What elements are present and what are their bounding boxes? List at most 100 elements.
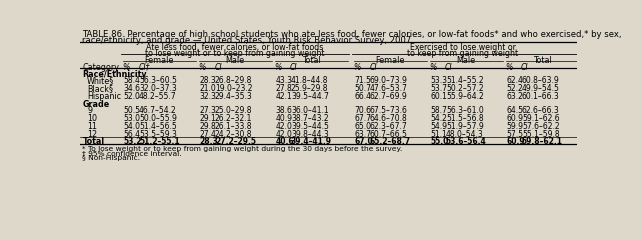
Text: 47.6–53.7: 47.6–53.7 bbox=[370, 84, 408, 93]
Text: 28.3: 28.3 bbox=[199, 138, 218, 146]
Text: 66.4: 66.4 bbox=[354, 92, 372, 101]
Text: 25.9–29.8: 25.9–29.8 bbox=[291, 84, 328, 93]
Text: 51.5–56.8: 51.5–56.8 bbox=[446, 114, 483, 123]
Text: 39.5–44.7: 39.5–44.7 bbox=[291, 92, 329, 101]
Text: 29.4–35.3: 29.4–35.3 bbox=[215, 92, 253, 101]
Text: 28.3: 28.3 bbox=[199, 76, 216, 85]
Text: 53.2: 53.2 bbox=[124, 138, 142, 146]
Text: 65.0: 65.0 bbox=[354, 122, 372, 131]
Text: * To lose weight or to keep from gaining weight during the 30 days before the su: * To lose weight or to keep from gaining… bbox=[83, 146, 403, 152]
Text: 40.6: 40.6 bbox=[276, 138, 294, 146]
Text: 56.3–61.0: 56.3–61.0 bbox=[446, 106, 484, 115]
Text: 60.7–66.5: 60.7–66.5 bbox=[370, 130, 408, 139]
Text: 11: 11 bbox=[87, 122, 97, 131]
Text: 50.0–55.9: 50.0–55.9 bbox=[139, 114, 177, 123]
Text: 62.3–67.7: 62.3–67.7 bbox=[370, 122, 408, 131]
Text: 34.6: 34.6 bbox=[124, 84, 140, 93]
Text: 58.4: 58.4 bbox=[124, 76, 140, 85]
Text: 32.3: 32.3 bbox=[199, 92, 217, 101]
Text: 53.5–59.3: 53.5–59.3 bbox=[139, 130, 177, 139]
Text: TABLE 86. Percentage of high school students who ate less food, fewer calories, : TABLE 86. Percentage of high school stud… bbox=[83, 30, 622, 39]
Text: 9: 9 bbox=[87, 106, 92, 115]
Text: 51.2–55.1: 51.2–55.1 bbox=[139, 138, 179, 146]
Text: Ate less food, fewer calories, or low-fat foods: Ate less food, fewer calories, or low-fa… bbox=[146, 43, 324, 52]
Text: 51.1: 51.1 bbox=[430, 130, 447, 139]
Text: 62.6–66.3: 62.6–66.3 bbox=[522, 106, 560, 115]
Text: 39.4–41.9: 39.4–41.9 bbox=[291, 138, 332, 146]
Text: 55.1–59.8: 55.1–59.8 bbox=[522, 130, 560, 139]
Text: 71.5: 71.5 bbox=[354, 76, 371, 85]
Text: 53.0: 53.0 bbox=[124, 114, 140, 123]
Text: %: % bbox=[199, 63, 206, 72]
Text: 27.8: 27.8 bbox=[276, 84, 292, 93]
Text: 50.2–57.2: 50.2–57.2 bbox=[446, 84, 483, 93]
Text: 43.3: 43.3 bbox=[276, 76, 292, 85]
Text: %: % bbox=[122, 63, 130, 72]
Text: Male: Male bbox=[226, 56, 245, 65]
Text: 64.6–70.8: 64.6–70.8 bbox=[370, 114, 408, 123]
Text: 56.3–60.5: 56.3–60.5 bbox=[139, 76, 177, 85]
Text: Race/Ethnicity: Race/Ethnicity bbox=[83, 70, 147, 79]
Text: 48.2–55.7: 48.2–55.7 bbox=[139, 92, 177, 101]
Text: 60.9: 60.9 bbox=[506, 114, 523, 123]
Text: 59.1–62.6: 59.1–62.6 bbox=[522, 114, 560, 123]
Text: Category: Category bbox=[83, 63, 119, 72]
Text: 50.7: 50.7 bbox=[354, 84, 372, 93]
Text: 59.8–62.1: 59.8–62.1 bbox=[522, 138, 563, 146]
Text: 53.6–56.4: 53.6–56.4 bbox=[446, 138, 487, 146]
Text: 60.1: 60.1 bbox=[430, 92, 447, 101]
Text: 55.0: 55.0 bbox=[430, 138, 449, 146]
Text: 25.0–29.8: 25.0–29.8 bbox=[215, 106, 253, 115]
Text: 54.0: 54.0 bbox=[124, 122, 140, 131]
Text: 32.0–37.3: 32.0–37.3 bbox=[139, 84, 177, 93]
Text: Black§: Black§ bbox=[87, 84, 113, 93]
Text: race/ethnicity, and grade — United States, Youth Risk Behavior Survey, 2007: race/ethnicity, and grade — United State… bbox=[83, 36, 412, 45]
Text: 21.0: 21.0 bbox=[199, 84, 216, 93]
Text: CI: CI bbox=[445, 63, 453, 72]
Text: 60.1–66.3: 60.1–66.3 bbox=[522, 92, 560, 101]
Text: 65.2–68.7: 65.2–68.7 bbox=[370, 138, 411, 146]
Text: 46.7–54.2: 46.7–54.2 bbox=[139, 106, 177, 115]
Text: 29.1: 29.1 bbox=[199, 114, 216, 123]
Text: 51.4–56.5: 51.4–56.5 bbox=[139, 122, 177, 131]
Text: %: % bbox=[506, 63, 513, 72]
Text: 27.4: 27.4 bbox=[199, 130, 217, 139]
Text: 19.0–23.2: 19.0–23.2 bbox=[215, 84, 253, 93]
Text: 55.9–64.2: 55.9–64.2 bbox=[446, 92, 484, 101]
Text: 42.1: 42.1 bbox=[276, 92, 292, 101]
Text: Total: Total bbox=[83, 138, 104, 146]
Text: 54.9: 54.9 bbox=[430, 122, 447, 131]
Text: %: % bbox=[429, 63, 437, 72]
Text: 27.3: 27.3 bbox=[199, 106, 217, 115]
Text: 26.8–29.8: 26.8–29.8 bbox=[215, 76, 253, 85]
Text: 39.5–44.5: 39.5–44.5 bbox=[291, 122, 329, 131]
Text: CI†: CI† bbox=[138, 63, 150, 72]
Text: to keep from gaining weight: to keep from gaining weight bbox=[408, 49, 519, 58]
Text: 57.6–62.2: 57.6–62.2 bbox=[522, 122, 560, 131]
Text: 62.4: 62.4 bbox=[506, 76, 523, 85]
Text: Total: Total bbox=[302, 56, 320, 65]
Text: Grade: Grade bbox=[83, 100, 110, 109]
Text: § Non-Hispanic.: § Non-Hispanic. bbox=[83, 155, 140, 161]
Text: 36.0–41.1: 36.0–41.1 bbox=[291, 106, 329, 115]
Text: 60.9: 60.9 bbox=[506, 138, 525, 146]
Text: 62.7–69.9: 62.7–69.9 bbox=[370, 92, 408, 101]
Text: 69.0–73.9: 69.0–73.9 bbox=[370, 76, 408, 85]
Text: 50.5: 50.5 bbox=[124, 106, 140, 115]
Text: 26.2–32.1: 26.2–32.1 bbox=[215, 114, 253, 123]
Text: 52.0: 52.0 bbox=[124, 92, 140, 101]
Text: 67.0: 67.0 bbox=[354, 138, 373, 146]
Text: 67.5–73.6: 67.5–73.6 bbox=[370, 106, 408, 115]
Text: 39.8–44.3: 39.8–44.3 bbox=[291, 130, 329, 139]
Text: 24.2–30.8: 24.2–30.8 bbox=[215, 130, 253, 139]
Text: CI: CI bbox=[521, 63, 529, 72]
Text: 38.6: 38.6 bbox=[276, 106, 292, 115]
Text: 59.9: 59.9 bbox=[506, 122, 523, 131]
Text: 38.7–43.2: 38.7–43.2 bbox=[291, 114, 329, 123]
Text: 42.0: 42.0 bbox=[276, 122, 292, 131]
Text: † 95% confidence interval.: † 95% confidence interval. bbox=[83, 151, 182, 157]
Text: 12: 12 bbox=[87, 130, 97, 139]
Text: %: % bbox=[274, 63, 282, 72]
Text: CI: CI bbox=[214, 63, 222, 72]
Text: 26.1–33.8: 26.1–33.8 bbox=[215, 122, 253, 131]
